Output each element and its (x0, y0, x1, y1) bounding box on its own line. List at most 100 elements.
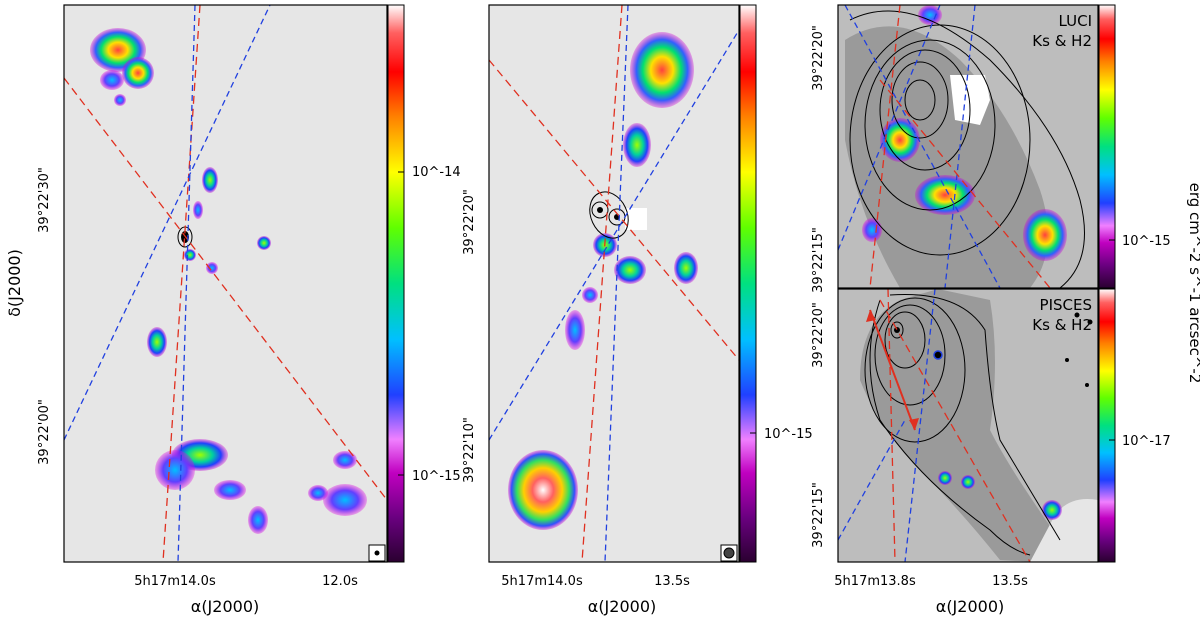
emission-knot (961, 475, 975, 489)
emission-knot (614, 256, 646, 284)
colorbar-tick-label: 10^-14 (412, 165, 461, 180)
y-tick-label: 39°22'20" (811, 25, 826, 91)
emission-knot (184, 249, 196, 261)
blue-dashed-axis (177, 5, 196, 562)
emission-knot (257, 236, 271, 250)
saturated-region (625, 208, 647, 230)
colorbar-tick-label: 10^-15 (1122, 234, 1171, 249)
y-tick-label: 39°22'15" (811, 482, 826, 548)
panel-3-top-emission (838, 5, 1085, 288)
panel-2-emission (489, 5, 739, 562)
blue-dashed-axis (489, 29, 739, 441)
panel-2-colorbar (739, 4, 757, 563)
emission-knot (248, 506, 268, 534)
panel-2-frame (488, 4, 740, 563)
panel-3-top-frame (837, 4, 1099, 289)
y-tick-label: 39°22'20" (462, 189, 477, 255)
emission-knot (918, 5, 942, 25)
panel-3-bottom-frame (837, 288, 1099, 563)
contours (849, 10, 1085, 288)
instrument-label: PISCES (1040, 296, 1092, 314)
y-axis-label: δ(J2000) (5, 249, 24, 317)
y-tick-label: 39°22'15" (811, 227, 826, 293)
emission-knot (862, 218, 882, 242)
colorbar-unit-label: erg cm^-2 s^-1 arcsec^-2 (1186, 183, 1200, 384)
y-tick-label: 39°22'30" (37, 167, 52, 233)
x-tick-label: 5h17m14.0s (501, 574, 583, 589)
emission-knot (582, 287, 598, 303)
star (1087, 319, 1093, 325)
y-tick-label: 39°22'20" (811, 302, 826, 368)
emission-knot (100, 70, 124, 90)
panel-1-frame (63, 4, 388, 563)
emission-knot (508, 450, 578, 530)
beam-icon (374, 550, 380, 556)
x-tick-label: 5h17m13.8s (834, 574, 916, 589)
emission-knot (915, 175, 975, 215)
panel-3-top: LUCI Ks & H2 39°22'20" 39°22'15" (811, 4, 1099, 293)
emission-knot (880, 118, 920, 162)
panel-3-bottom: PISCES Ks & H2 39°22'20" 39°22'15" 5h17m… (811, 288, 1099, 616)
source-core (597, 207, 603, 213)
emission-knot (623, 123, 651, 167)
instrument-label: LUCI (1059, 12, 1093, 30)
red-dashed-axis (879, 79, 1051, 288)
emission-knot (565, 310, 585, 350)
colorbar-tick-label: 10^-17 (1122, 434, 1171, 449)
continuum-region (860, 289, 1060, 562)
band-label: Ks & H2 (1032, 32, 1092, 50)
blue-dashed-axis (838, 5, 941, 251)
emission-knot (155, 450, 195, 490)
emission-knot (674, 252, 698, 284)
band-label: Ks & H2 (1032, 316, 1092, 334)
panel-3-top-colorbar (1098, 4, 1116, 289)
contours (864, 293, 1061, 556)
x-axis-label: α(J2000) (191, 597, 259, 616)
colorbar-tick-label: 10^-15 (764, 427, 813, 442)
red-dashed-axis (489, 59, 739, 361)
emission-knot (1023, 209, 1067, 261)
emission-knot (193, 201, 203, 219)
panel-1-colorbar (387, 4, 405, 563)
y-tick-label: 39°22'00" (37, 399, 52, 465)
emission-knot (147, 327, 167, 357)
red-dashed-axis (887, 289, 896, 562)
y-tick-label: 39°22'10" (462, 417, 477, 483)
red-dashed-axis (162, 5, 201, 562)
source-contour (591, 201, 609, 219)
red-arrow (869, 309, 916, 431)
red-dashed-axis (581, 5, 623, 562)
colorbar-tick-label: 10^-15 (412, 469, 461, 484)
panel-3-bottom-colorbar (1098, 288, 1116, 563)
blue-dashed-axis (944, 5, 976, 288)
panel-1: 10^-14 10^-15 39°22'30" 39°22'00" δ(J200… (5, 4, 461, 616)
beam-icon (723, 547, 735, 559)
emission-knot (938, 471, 952, 485)
saturated-region (950, 75, 990, 125)
source-contour (589, 191, 629, 239)
x-tick-label: 13.5s (654, 574, 690, 589)
emission-knot (333, 451, 357, 469)
red-dashed-axis (869, 5, 901, 288)
red-dashed-axis (879, 299, 1031, 562)
x-tick-label: 5h17m14.0s (134, 574, 216, 589)
emission-knot (202, 167, 218, 193)
red-dashed-axis (64, 77, 387, 501)
x-axis-label: α(J2000) (588, 597, 656, 616)
panel-1-emission (64, 5, 387, 562)
source-core (894, 327, 900, 333)
emission-knot (206, 262, 218, 274)
star (1065, 358, 1069, 362)
panel-2: 10^-15 39°22'20" 39°22'10" 5h17m14.0s 13… (462, 4, 813, 616)
red-arrow-head (866, 310, 876, 322)
blue-dashed-axis (838, 419, 906, 541)
emission-knot (114, 94, 126, 106)
emission-knot (122, 57, 154, 89)
star (1085, 383, 1089, 387)
panel-3-bottom-emission (838, 289, 1098, 562)
red-arrow-head (909, 418, 919, 430)
emission-knot (630, 32, 694, 108)
emission-knot (1042, 500, 1062, 520)
continuum-region (1030, 499, 1098, 562)
